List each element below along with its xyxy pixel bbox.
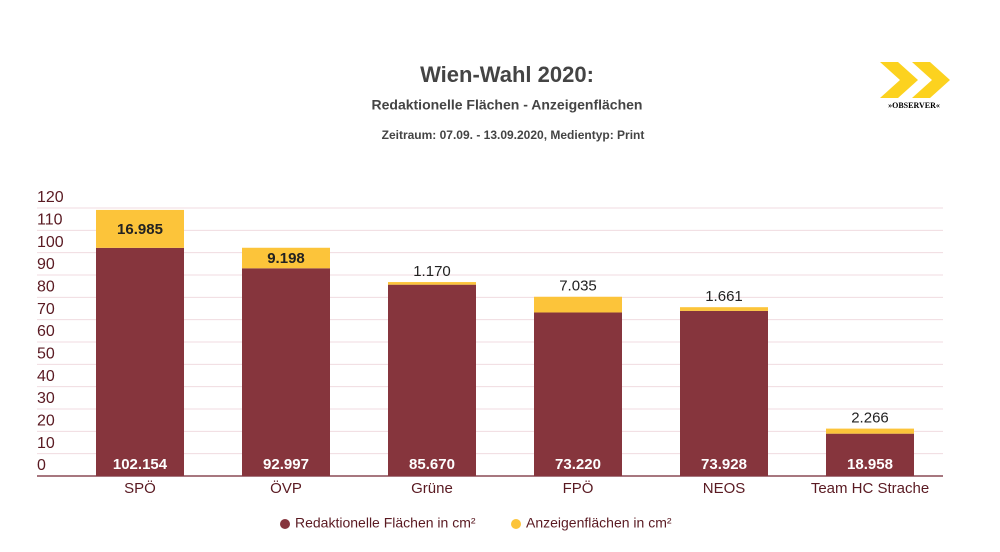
bar-segment	[96, 247, 184, 476]
logo: »OBSERVER«	[880, 62, 950, 110]
x-tick-label: Team HC Strache	[811, 480, 929, 497]
value-label: 7.035	[559, 278, 597, 295]
value-label: 18.958	[847, 456, 893, 473]
chart-note: Zeitraum: 07.09. - 13.09.2020, Medientyp…	[382, 128, 645, 142]
y-tick-label: 60	[37, 323, 55, 340]
logo-chevron	[880, 62, 918, 98]
x-tick-label: SPÖ	[124, 479, 156, 497]
bar-segment	[534, 296, 622, 313]
logo-text: »OBSERVER«	[888, 101, 940, 110]
value-label: 73.928	[701, 456, 747, 473]
chart-title: Wien-Wahl 2020:	[420, 62, 594, 87]
value-label: 85.670	[409, 456, 455, 473]
legend-label: Redaktionelle Flächen in cm²	[295, 515, 476, 531]
y-tick-label: 120	[37, 189, 64, 206]
value-label: 9.198	[267, 250, 305, 267]
x-tick-label: NEOS	[703, 480, 746, 497]
legend-marker	[511, 519, 521, 529]
y-tick-label: 0	[37, 457, 46, 474]
bar-segment	[534, 312, 622, 476]
y-tick-label: 20	[37, 413, 55, 430]
bar-segment	[680, 307, 768, 311]
y-tick-label: 70	[37, 301, 55, 318]
value-label: 92.997	[263, 456, 309, 473]
value-label: 102.154	[113, 456, 168, 473]
logo-chevron	[912, 62, 950, 98]
bar-segment	[826, 433, 914, 476]
value-label: 73.220	[555, 456, 601, 473]
value-label: 1.170	[413, 263, 451, 280]
bar-segment	[388, 282, 476, 285]
bar-segment	[826, 428, 914, 434]
y-tick-label: 40	[37, 368, 55, 385]
y-tick-label: 100	[37, 234, 64, 251]
chart-subtitle: Redaktionelle Flächen - Anzeigenflächen	[372, 97, 643, 113]
value-label: 2.266	[851, 410, 889, 427]
y-tick-label: 110	[37, 212, 63, 229]
y-tick-label: 90	[37, 256, 55, 273]
value-label: 1.661	[705, 288, 743, 305]
y-tick-label: 80	[37, 279, 55, 296]
bar-segment	[388, 284, 476, 476]
legend-label: Anzeigenflächen in cm²	[526, 515, 672, 531]
y-tick-label: 50	[37, 346, 55, 363]
value-label: 16.985	[117, 221, 163, 238]
bar-segment	[680, 310, 768, 476]
x-tick-label: FPÖ	[563, 479, 594, 497]
x-tick-label: ÖVP	[270, 479, 302, 497]
bar-segment	[242, 247, 330, 269]
y-tick-label: 10	[37, 435, 55, 452]
y-tick-label: 30	[37, 390, 55, 407]
bar-segment	[242, 268, 330, 476]
legend-marker	[280, 519, 290, 529]
x-tick-label: Grüne	[411, 480, 453, 497]
bar-segment	[96, 209, 184, 248]
